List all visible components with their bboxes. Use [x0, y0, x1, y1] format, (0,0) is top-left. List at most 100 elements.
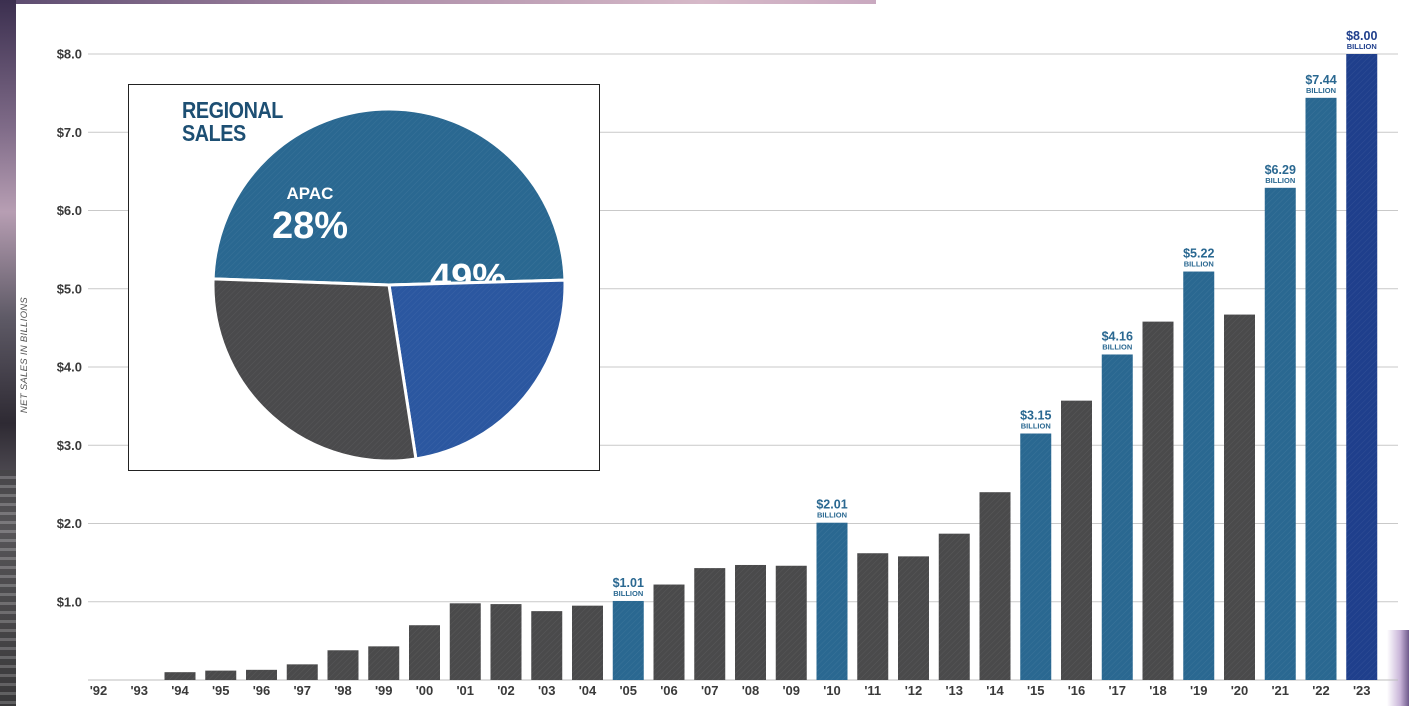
x-tick-label: '22: [1312, 683, 1330, 698]
bar-texture: [449, 603, 481, 680]
bar-texture: [1224, 314, 1255, 680]
y-tick-label: $3.0: [57, 438, 82, 453]
bar-texture: [816, 522, 848, 680]
bar-texture: [205, 670, 237, 680]
x-tick-label: '08: [742, 683, 760, 698]
x-tick-label: '14: [986, 683, 1004, 698]
x-tick-label: '09: [782, 683, 800, 698]
pie-label-apac: APAC: [287, 184, 334, 203]
data-label-unit: BILLION: [1021, 422, 1051, 431]
bar-texture: [612, 600, 644, 680]
bar-texture: [409, 625, 440, 680]
x-tick-label: '16: [1068, 683, 1086, 698]
data-label-unit: BILLION: [817, 511, 847, 520]
bar-texture: [327, 650, 359, 680]
bar-texture: [1061, 400, 1092, 680]
data-label-unit: BILLION: [1306, 86, 1336, 95]
data-label-unit: BILLION: [613, 589, 643, 598]
y-tick-label: $6.0: [57, 203, 82, 218]
bar-texture: [775, 565, 807, 680]
x-tick-label: '07: [701, 683, 719, 698]
x-tick-label: '20: [1231, 683, 1249, 698]
bar-texture: [531, 611, 563, 680]
bar-texture: [1264, 187, 1296, 680]
x-tick-label: '98: [334, 683, 352, 698]
data-label-value: $8.00: [1346, 29, 1377, 43]
x-tick-label: '03: [538, 683, 556, 698]
bar-texture: [1101, 354, 1133, 680]
y-tick-label: $1.0: [57, 594, 82, 609]
x-tick-label: '21: [1271, 683, 1289, 698]
x-tick-label: '23: [1353, 683, 1371, 698]
data-label-value: $5.22: [1183, 247, 1214, 261]
x-tick-label: '95: [212, 683, 230, 698]
pie-slice-texture: [213, 108, 565, 285]
x-tick-label: '04: [579, 683, 597, 698]
data-label-value: $1.01: [613, 576, 644, 590]
bar-texture: [938, 533, 970, 680]
data-label-value: $3.15: [1020, 409, 1051, 423]
bar-texture: [653, 584, 685, 680]
bar-texture: [857, 553, 889, 680]
data-label-value: $4.16: [1102, 329, 1133, 343]
x-tick-label: '13: [945, 683, 963, 698]
y-tick-label: $8.0: [57, 47, 82, 62]
data-label-unit: BILLION: [1184, 260, 1214, 269]
x-tick-label: '19: [1190, 683, 1208, 698]
bar-texture: [898, 556, 929, 680]
x-tick-label: '99: [375, 683, 393, 698]
x-tick-label: '15: [1027, 683, 1045, 698]
x-tick-label: '17: [1108, 683, 1126, 698]
x-tick-label: '00: [416, 683, 434, 698]
x-tick-label: '01: [456, 683, 474, 698]
y-tick-label: $7.0: [57, 125, 82, 140]
data-label-value: $2.01: [816, 498, 847, 512]
bar-texture: [735, 564, 766, 680]
background-photo-top-edge: [0, 0, 876, 4]
x-tick-label: '93: [130, 683, 148, 698]
inset-title: REGIONAL SALES: [182, 99, 283, 145]
bar-texture: [694, 568, 726, 680]
bar-texture: [490, 604, 522, 680]
data-label-unit: BILLION: [1347, 42, 1377, 51]
x-tick-label: '10: [823, 683, 841, 698]
data-label-value: $7.44: [1305, 73, 1336, 87]
pie-percent-apac: 28%: [272, 205, 348, 247]
x-tick-label: '94: [171, 683, 189, 698]
bar-texture: [164, 672, 196, 680]
data-label-value: $6.29: [1265, 163, 1296, 177]
bar-texture: [1305, 97, 1337, 680]
x-tick-label: '97: [293, 683, 311, 698]
x-tick-label: '05: [619, 683, 637, 698]
x-tick-label: '92: [90, 683, 108, 698]
x-tick-label: '12: [905, 683, 923, 698]
data-label-unit: BILLION: [1265, 176, 1295, 185]
inset-title-line-1: REGIONAL: [182, 97, 283, 123]
bar-texture: [368, 646, 400, 680]
y-tick-label: $4.0: [57, 360, 82, 375]
bar-texture: [1142, 321, 1174, 680]
bar-texture: [1183, 271, 1215, 680]
x-tick-label: '11: [864, 683, 881, 698]
bar-texture: [979, 492, 1011, 680]
x-tick-label: '06: [660, 683, 678, 698]
y-axis-title: NET SALES IN BILLIONS: [19, 297, 30, 413]
background-photo-left-edge: [0, 0, 16, 706]
data-label-unit: BILLION: [1102, 342, 1132, 351]
x-tick-label: '02: [497, 683, 515, 698]
background-photo-right-corner: [1387, 630, 1409, 706]
inset-title-line-2: SALES: [182, 120, 246, 146]
y-tick-label: $5.0: [57, 281, 82, 296]
pie-slice-texture: [389, 280, 565, 459]
bar-texture: [246, 669, 277, 680]
y-tick-label: $2.0: [57, 516, 82, 531]
x-tick-label: '18: [1149, 683, 1167, 698]
bar-texture: [1020, 433, 1052, 680]
pie-slice-texture: [212, 278, 416, 461]
bar-texture: [1346, 54, 1378, 680]
bar-texture: [286, 664, 318, 680]
x-tick-label: '96: [253, 683, 271, 698]
